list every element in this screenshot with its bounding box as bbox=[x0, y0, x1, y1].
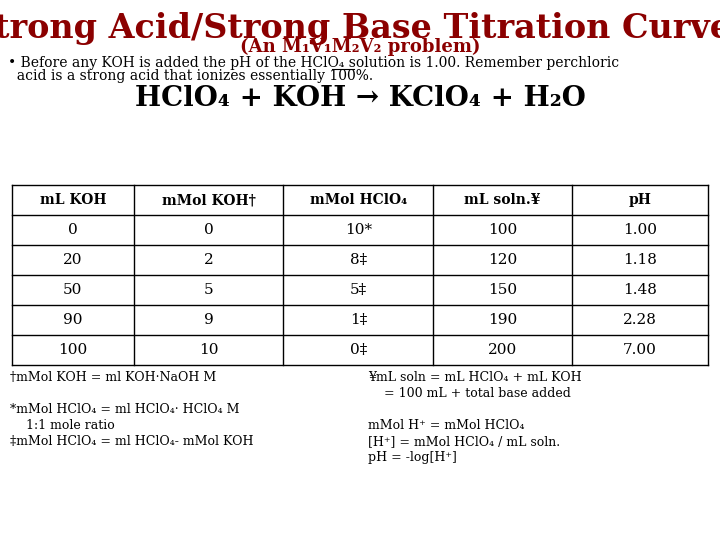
Text: 2.28: 2.28 bbox=[624, 313, 657, 327]
Text: mMol H⁺ = mMol HClO₄: mMol H⁺ = mMol HClO₄ bbox=[368, 419, 524, 432]
Text: [H⁺] = mMol HClO₄ / mL soln.: [H⁺] = mMol HClO₄ / mL soln. bbox=[368, 435, 560, 448]
Text: 0: 0 bbox=[68, 223, 78, 237]
Text: ¥mL soln = mL HClO₄ + mL KOH: ¥mL soln = mL HClO₄ + mL KOH bbox=[368, 371, 582, 384]
Text: 20: 20 bbox=[63, 253, 83, 267]
Text: acid is a strong acid that ionizes essentially 100%.: acid is a strong acid that ionizes essen… bbox=[8, 69, 373, 83]
Text: 1.48: 1.48 bbox=[624, 283, 657, 297]
Text: 90: 90 bbox=[63, 313, 83, 327]
Text: = 100 mL + total base added: = 100 mL + total base added bbox=[368, 387, 571, 400]
Text: *mMol HClO₄ = ml HClO₄· HClO₄ M: *mMol HClO₄ = ml HClO₄· HClO₄ M bbox=[10, 403, 240, 416]
Text: 50: 50 bbox=[63, 283, 83, 297]
Text: mMol KOH†: mMol KOH† bbox=[162, 193, 256, 207]
Text: 1.18: 1.18 bbox=[624, 253, 657, 267]
Text: 100: 100 bbox=[58, 343, 88, 357]
Text: 8‡: 8‡ bbox=[350, 253, 366, 267]
Text: mL soln.¥: mL soln.¥ bbox=[464, 193, 541, 207]
Text: 10*: 10* bbox=[345, 223, 372, 237]
Text: ‡mMol HClO₄ = ml HClO₄- mMol KOH: ‡mMol HClO₄ = ml HClO₄- mMol KOH bbox=[10, 435, 253, 448]
Text: 7.00: 7.00 bbox=[624, 343, 657, 357]
Text: (An M₁V₁M₂V₂ problem): (An M₁V₁M₂V₂ problem) bbox=[240, 38, 480, 56]
Text: 1.00: 1.00 bbox=[623, 223, 657, 237]
Text: 0: 0 bbox=[204, 223, 214, 237]
Text: mMol HClO₄: mMol HClO₄ bbox=[310, 193, 407, 207]
Text: Strong Acid/Strong Base Titration Curves: Strong Acid/Strong Base Titration Curves bbox=[0, 12, 720, 45]
Text: HClO₄ + KOH → KClO₄ + H₂O: HClO₄ + KOH → KClO₄ + H₂O bbox=[135, 85, 585, 112]
Text: 1:1 mole ratio: 1:1 mole ratio bbox=[10, 419, 114, 432]
Text: • Before any KOH is added the pH of the HClO₄ solution is 1.00. Remember perchlo: • Before any KOH is added the pH of the … bbox=[8, 56, 619, 70]
Text: 9: 9 bbox=[204, 313, 214, 327]
Text: 0‡: 0‡ bbox=[350, 343, 367, 357]
Text: 2: 2 bbox=[204, 253, 214, 267]
Text: mL KOH: mL KOH bbox=[40, 193, 106, 207]
Text: 5‡: 5‡ bbox=[350, 283, 366, 297]
Text: 1‡: 1‡ bbox=[350, 313, 367, 327]
Text: pH = -log[H⁺]: pH = -log[H⁺] bbox=[368, 451, 457, 464]
Text: †mMol KOH = ml KOH·NaOH M: †mMol KOH = ml KOH·NaOH M bbox=[10, 371, 216, 384]
Text: 10: 10 bbox=[199, 343, 218, 357]
Text: 200: 200 bbox=[488, 343, 517, 357]
Text: 5: 5 bbox=[204, 283, 213, 297]
Text: 150: 150 bbox=[488, 283, 517, 297]
Text: 190: 190 bbox=[488, 313, 517, 327]
Text: pH: pH bbox=[629, 193, 652, 207]
Text: 120: 120 bbox=[488, 253, 517, 267]
Text: 100: 100 bbox=[488, 223, 517, 237]
